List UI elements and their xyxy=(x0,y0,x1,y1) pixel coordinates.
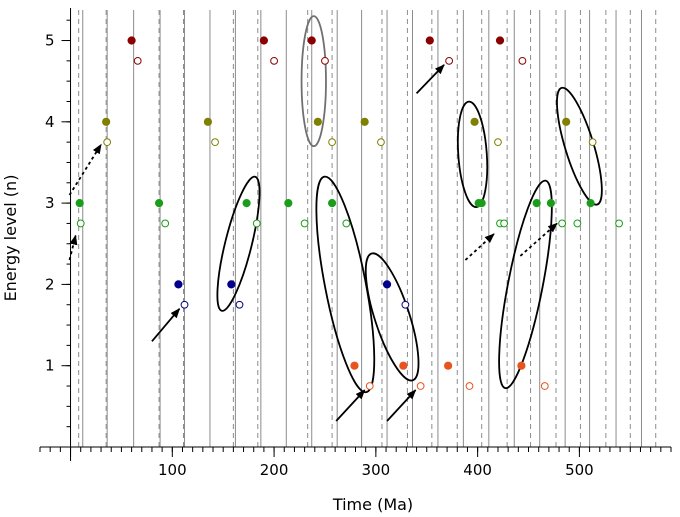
level-5-open-point-3 xyxy=(445,56,454,65)
y-tick-label-3: 3 xyxy=(45,194,55,212)
level-3-filled-point-3 xyxy=(284,199,293,208)
x-tick-label-400: 400 xyxy=(463,461,492,479)
level-3-open-point-3 xyxy=(300,219,309,228)
level-4-open-point-3 xyxy=(377,138,385,147)
level-3-open-point-6 xyxy=(500,219,508,228)
level-4-filled-point-3 xyxy=(360,117,369,126)
level-4-filled-point-5 xyxy=(562,117,571,126)
grouping-ellipse-6 xyxy=(556,86,603,206)
x-tick-label-100: 100 xyxy=(158,461,187,479)
grouping-ellipse-1 xyxy=(216,175,261,312)
level-5-filled-point-2 xyxy=(307,36,316,45)
level-1-open-point-2 xyxy=(465,382,474,390)
level-5-filled-point-0 xyxy=(127,36,136,45)
x-axis-title: Time (Ma) xyxy=(332,495,413,514)
level-5-open-point-2 xyxy=(321,56,329,65)
x-tick-label-300: 300 xyxy=(362,461,391,479)
level-4-filled-point-0 xyxy=(102,117,111,126)
level-4-open-point-4 xyxy=(494,138,502,147)
grouping-ellipse-2 xyxy=(315,175,376,394)
level-3-filled-point-2 xyxy=(242,199,251,208)
level-5-open-point-0 xyxy=(133,56,142,65)
vertical-lines-layer xyxy=(78,10,657,447)
level-4-filled-point-4 xyxy=(470,117,479,126)
level-3-open-point-2 xyxy=(252,219,261,228)
axes-layer: 100 200 300 400 500 1 2 3 4 5 xyxy=(39,8,672,479)
grouping-ellipse-0 xyxy=(300,15,327,148)
level-3-open-point-1 xyxy=(161,219,170,228)
level-2-open-point-1 xyxy=(235,300,244,309)
level-1-filled-point-1 xyxy=(399,361,408,370)
level-1-filled-point-0 xyxy=(350,361,359,370)
level-5-open-point-4 xyxy=(518,56,527,65)
level-4-open-point-0 xyxy=(103,138,112,147)
level-2-filled-point-0 xyxy=(174,280,183,289)
level-4-open-point-1 xyxy=(211,138,219,147)
arrows-layer xyxy=(68,64,558,422)
level-3-open-point-8 xyxy=(573,219,582,228)
level-4-filled-point-2 xyxy=(313,117,322,126)
level-4-filled-point-1 xyxy=(203,117,213,126)
level-2-filled-point-1 xyxy=(227,280,236,289)
y-tick-label-2: 2 xyxy=(45,275,55,293)
level-3-filled-point-1 xyxy=(154,199,164,208)
grouping-ellipse-3 xyxy=(364,252,420,382)
level-1-filled-point-2 xyxy=(444,361,453,370)
level-3-filled-point-4 xyxy=(327,199,337,208)
points-layer xyxy=(75,36,623,390)
y-tick-label-5: 5 xyxy=(45,32,55,50)
level-3-open-point-7 xyxy=(558,219,567,228)
grouping-ellipse-4 xyxy=(456,100,489,208)
level-3-filled-point-6 xyxy=(477,199,486,208)
level-3-open-point-4 xyxy=(342,219,351,228)
level-4-open-point-5 xyxy=(588,138,597,147)
solid-arrow-3 xyxy=(415,64,445,94)
dashed-arrow-1 xyxy=(68,234,78,261)
level-1-open-point-3 xyxy=(540,382,549,390)
level-5-filled-point-3 xyxy=(425,36,434,45)
level-3-open-point-9 xyxy=(615,219,623,228)
level-1-open-point-0 xyxy=(365,382,374,390)
x-tick-label-200: 200 xyxy=(260,461,289,479)
level-2-open-point-0 xyxy=(180,300,189,309)
level-3-filled-point-0 xyxy=(75,199,84,208)
level-1-filled-point-3 xyxy=(517,361,526,370)
level-3-filled-point-9 xyxy=(586,199,595,208)
level-3-filled-point-7 xyxy=(532,199,541,208)
solid-arrow-4 xyxy=(335,389,366,422)
level-4-open-point-2 xyxy=(328,138,336,147)
dashed-arrow-6 xyxy=(464,233,495,261)
solid-arrow-2 xyxy=(151,308,181,342)
level-3-open-point-0 xyxy=(76,219,85,228)
level-1-open-point-1 xyxy=(416,382,425,390)
solid-arrow-5 xyxy=(386,389,417,422)
level-2-open-point-2 xyxy=(401,300,410,309)
level-2-filled-point-2 xyxy=(382,280,392,289)
level-3-filled-point-8 xyxy=(546,199,556,208)
y-tick-label-4: 4 xyxy=(45,113,55,131)
level-5-filled-point-1 xyxy=(259,36,269,45)
x-tick-label-500: 500 xyxy=(565,461,594,479)
grouping-ellipse-5 xyxy=(498,179,553,390)
dashed-arrow-7 xyxy=(519,222,558,257)
y-axis-title: Energy level (n) xyxy=(1,175,20,302)
y-tick-label-1: 1 xyxy=(45,357,55,375)
dashed-arrow-0 xyxy=(68,143,102,196)
ellipses-layer xyxy=(216,15,603,394)
level-5-open-point-1 xyxy=(270,56,278,65)
level-5-filled-point-4 xyxy=(495,36,505,45)
